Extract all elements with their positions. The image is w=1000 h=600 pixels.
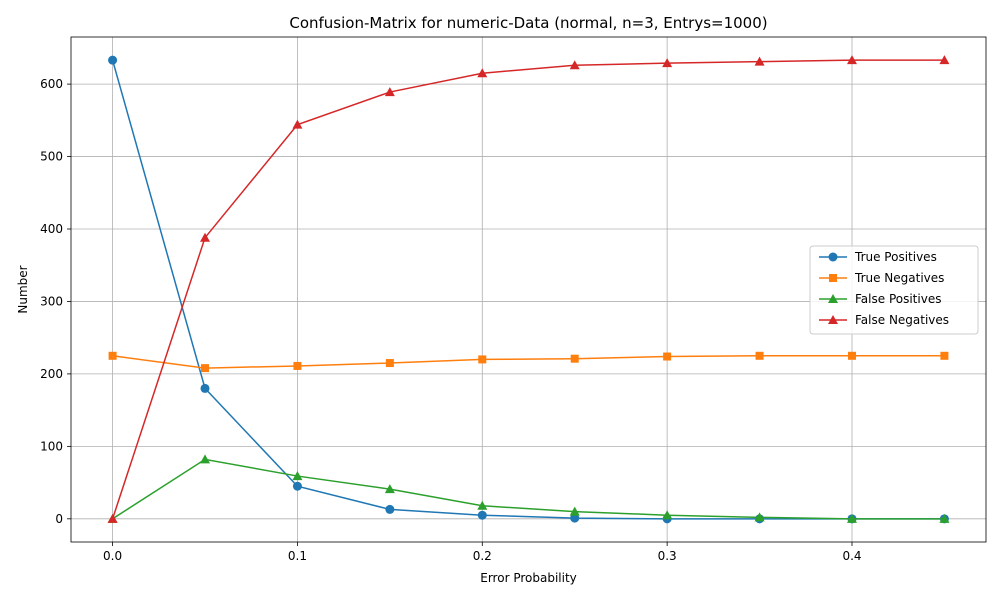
y-tick-label: 400	[40, 222, 63, 236]
x-axis-label: Error Probability	[480, 571, 577, 585]
data-point-false-negatives	[569, 60, 580, 70]
grid-lines	[71, 37, 986, 542]
data-point-false-positives	[292, 471, 303, 481]
legend-marker	[828, 315, 838, 324]
data-point-true-negatives	[663, 352, 672, 361]
data-point-true-negatives	[755, 351, 764, 360]
legend-box	[809, 245, 979, 335]
data-point-true-positives	[292, 481, 302, 491]
data-point-false-negatives	[939, 55, 950, 65]
data-point-false-negatives	[477, 68, 488, 78]
data-point-false-negatives	[754, 56, 765, 66]
data-point-false-positives	[662, 510, 673, 520]
data-point-true-positives	[108, 55, 118, 65]
data-point-false-positives	[939, 513, 950, 523]
x-tick-label: 0.2	[473, 549, 492, 563]
y-tick-label: 0	[55, 512, 63, 526]
y-axis-label: Number	[16, 265, 30, 313]
data-point-true-negatives	[201, 364, 210, 373]
data-point-true-positives	[570, 513, 580, 523]
legend-item-true-negatives: True Negatives	[819, 271, 944, 285]
data-point-false-negatives	[107, 513, 118, 523]
y-tick-label: 300	[40, 294, 63, 308]
series-line-true-negatives	[112, 355, 945, 369]
legend-label: False Negatives	[855, 313, 949, 327]
x-tick-label: 0.3	[658, 549, 677, 563]
data-point-true-positives	[477, 510, 487, 520]
series-layer	[107, 55, 950, 524]
y-tick-label: 200	[40, 367, 63, 381]
y-tick-label: 600	[40, 77, 63, 91]
legend-marker	[828, 252, 838, 262]
data-point-true-negatives	[847, 351, 856, 360]
data-point-true-negatives	[293, 361, 302, 370]
legend-marker	[828, 294, 838, 303]
chart-title: Confusion-Matrix for numeric-Data (norma…	[289, 14, 767, 32]
legend-label: True Negatives	[854, 271, 944, 285]
data-point-true-negatives	[478, 355, 487, 364]
data-point-false-positives	[569, 506, 580, 516]
data-point-false-positives	[754, 512, 765, 522]
data-point-true-positives	[200, 383, 210, 393]
x-tick-label: 0.0	[103, 549, 122, 563]
series-line-false-positives	[112, 458, 945, 520]
axis-ticks: 0.0 0.1 0.2 0.3 0.4 0 100 200 300 400 500 600	[40, 77, 861, 563]
legend-label: False Positives	[855, 292, 941, 306]
y-tick-label: 500	[40, 150, 63, 164]
x-tick-label: 0.4	[842, 549, 861, 563]
data-point-true-positives	[385, 504, 395, 514]
legend: True Positives True Negatives False Positi…	[809, 245, 979, 335]
x-tick-label: 0.1	[288, 549, 307, 563]
data-point-false-negatives	[846, 55, 857, 65]
data-point-false-negatives	[662, 58, 673, 68]
data-point-true-negatives	[385, 359, 394, 368]
data-point-false-negatives	[384, 87, 395, 97]
plot-frame	[70, 36, 987, 543]
data-point-false-positives	[846, 513, 857, 523]
legend-item-false-negatives: False Negatives	[819, 313, 949, 327]
legend-marker	[829, 274, 837, 282]
data-point-true-negatives	[940, 351, 949, 360]
data-point-false-positives	[384, 484, 395, 494]
y-tick-label: 100	[40, 439, 63, 453]
data-point-false-positives	[477, 500, 488, 510]
legend-label: True Positives	[854, 250, 937, 264]
data-point-false-positives	[200, 454, 211, 464]
data-point-true-negatives	[108, 351, 117, 360]
series-true-negatives	[108, 351, 949, 373]
legend-item-false-positives: False Positives	[819, 292, 941, 306]
data-point-true-negatives	[570, 354, 579, 363]
legend-item-true-positives: True Positives	[819, 250, 937, 264]
data-point-false-negatives	[292, 119, 303, 129]
series-false-negatives	[107, 55, 950, 523]
series-line-false-negatives	[111, 59, 945, 520]
data-point-false-negatives	[200, 232, 211, 242]
